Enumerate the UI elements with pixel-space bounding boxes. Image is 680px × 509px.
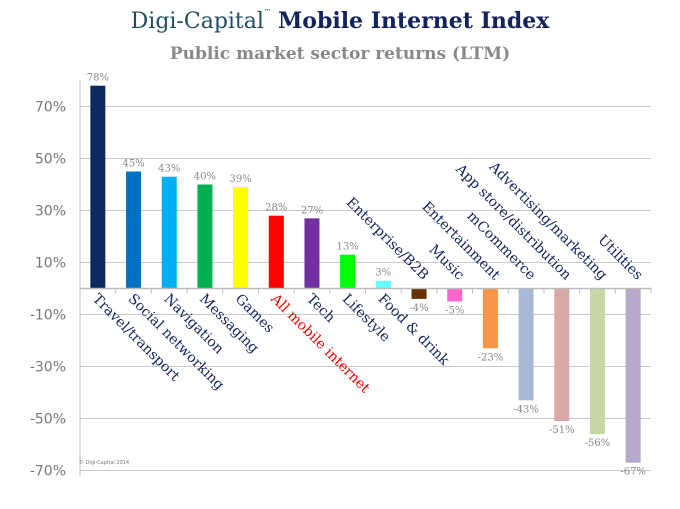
y-tick-label: 30%	[35, 204, 66, 220]
data-label: -4%	[409, 303, 428, 314]
data-label: 28%	[265, 203, 287, 214]
bar	[340, 254, 356, 289]
data-label: -5%	[445, 306, 464, 317]
data-label: 40%	[194, 172, 216, 183]
bar	[518, 288, 534, 401]
bar	[161, 176, 177, 289]
data-label: 27%	[301, 205, 323, 216]
bar	[126, 171, 142, 289]
data-label: 78%	[87, 73, 109, 84]
y-tick-label: 10%	[35, 256, 66, 272]
y-tick-label: 70%	[35, 100, 66, 116]
data-label: -56%	[585, 438, 611, 449]
y-tick-label: -30%	[30, 360, 66, 376]
bar	[233, 187, 249, 289]
data-label: 3%	[375, 268, 391, 279]
bar	[268, 215, 284, 289]
title-text: Mobile Internet Index	[277, 8, 550, 34]
bar	[482, 288, 498, 349]
data-label: 39%	[229, 174, 251, 185]
y-tick-label: -70%	[30, 464, 66, 480]
bar	[589, 288, 605, 435]
data-label: 13%	[337, 242, 359, 253]
bar	[554, 288, 570, 422]
bar	[447, 288, 463, 302]
y-tick-label: -50%	[30, 412, 66, 428]
brand-logo-text: Digi-Capital	[130, 9, 264, 34]
data-label: -67%	[620, 467, 646, 478]
bar	[411, 288, 427, 299]
data-label: -23%	[478, 352, 504, 363]
y-tick-label: -10%	[30, 308, 66, 324]
bar	[304, 218, 320, 289]
data-label: 43%	[158, 164, 180, 175]
bar	[90, 85, 106, 289]
bar	[197, 184, 213, 289]
chart-subtitle: Public market sector returns (LTM)	[169, 44, 511, 64]
y-tick-label: 50%	[35, 152, 66, 168]
data-label: -51%	[549, 425, 575, 436]
footnote: © Digi-Capital 2014	[79, 459, 129, 466]
chart-title: Digi-Capital™ Mobile Internet Index	[0, 8, 680, 34]
trademark: ™	[263, 8, 271, 16]
data-label: -43%	[513, 404, 539, 415]
data-label: 45%	[122, 159, 144, 170]
bar	[625, 288, 641, 463]
bar	[375, 280, 391, 289]
